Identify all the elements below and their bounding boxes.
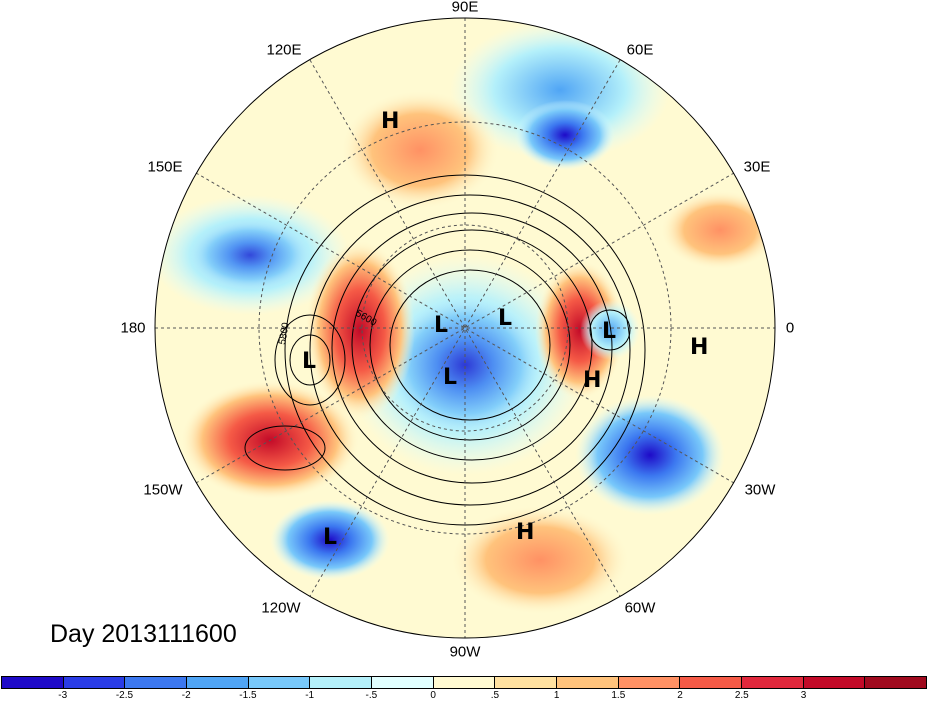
marker-high-africa: H — [690, 335, 708, 360]
lon-label-120w: 120W — [261, 599, 301, 617]
colorbar-ticks: -3 -2.5 -2 -1.5 -1 -.5 0 .5 1 1.5 2 2.5 3 — [1, 690, 927, 702]
lon-label-120e: 120E — [266, 41, 302, 59]
marker-low-north-pacific: L — [302, 349, 316, 374]
colorbar-bin — [63, 677, 126, 688]
lon-label-30w: 30W — [744, 481, 776, 499]
colorbar-tick-label: -1.5 — [239, 690, 257, 701]
colorbar-bin — [310, 677, 373, 688]
colorbar-tick-label: -1 — [305, 690, 315, 701]
marker-low-hudson: L — [443, 365, 457, 390]
colorbar-bin — [865, 677, 927, 688]
colorbar-bin — [680, 677, 743, 688]
colorbar-bin — [372, 677, 434, 688]
marker-high-atlantic: H — [583, 368, 601, 393]
colorbar-bin — [557, 677, 619, 688]
colorbar-tick-label: -2 — [181, 690, 191, 701]
marker-low-east-pacific: L — [323, 525, 337, 550]
colorbar-bin — [433, 677, 496, 688]
colorbar-tick-label: -.5 — [365, 690, 378, 701]
colorbar-tick-label: -2.5 — [115, 690, 134, 701]
lon-label-0: 0 — [785, 319, 795, 337]
colorbar-bin — [2, 677, 64, 688]
colorbar-bin — [187, 677, 249, 688]
marker-low-arctic-2: L — [498, 306, 512, 331]
height-contours — [244, 174, 646, 526]
map-border — [154, 17, 776, 639]
lon-label-30e: 30E — [743, 158, 771, 176]
lon-label-60w: 60W — [624, 599, 656, 617]
date-title: Day 2013111600 — [50, 620, 237, 648]
colorbar-tick-label: 1.5 — [611, 690, 626, 701]
lon-label-60e: 60E — [626, 41, 654, 59]
lon-label-150e: 150E — [147, 158, 183, 176]
colorbar-bin — [248, 677, 311, 688]
colorbar-tick-label: .5 — [490, 690, 500, 701]
colorbar-bin — [495, 677, 558, 688]
graticule — [155, 18, 775, 638]
colorbar-tick-label: 1 — [553, 690, 560, 701]
lon-label-90w: 90W — [449, 643, 481, 661]
lon-label-180: 180 — [120, 319, 146, 337]
colorbar-bin — [803, 677, 866, 688]
colorbar-tick-label: 3 — [800, 690, 807, 701]
contour-label-5800: 5800 — [277, 321, 292, 345]
colorbar-tick-label: 2 — [677, 690, 683, 701]
colorbar-bin — [618, 677, 681, 688]
colorbar-bin — [742, 677, 804, 688]
marker-high-east-asia: H — [381, 109, 399, 134]
marker-low-europe: L — [602, 319, 616, 344]
lon-label-150w: 150W — [143, 481, 183, 499]
colorbar-tick-label: 0 — [430, 690, 436, 701]
colorbar-tick-label: 2.5 — [734, 690, 749, 701]
colorbar-bin — [125, 677, 188, 688]
marker-low-arctic-1: L — [434, 313, 448, 338]
colorbar — [1, 676, 927, 689]
lon-label-90e: 90E — [451, 0, 479, 16]
colorbar-tick-label: -3 — [58, 690, 68, 701]
marker-high-caribbean: H — [516, 520, 534, 545]
